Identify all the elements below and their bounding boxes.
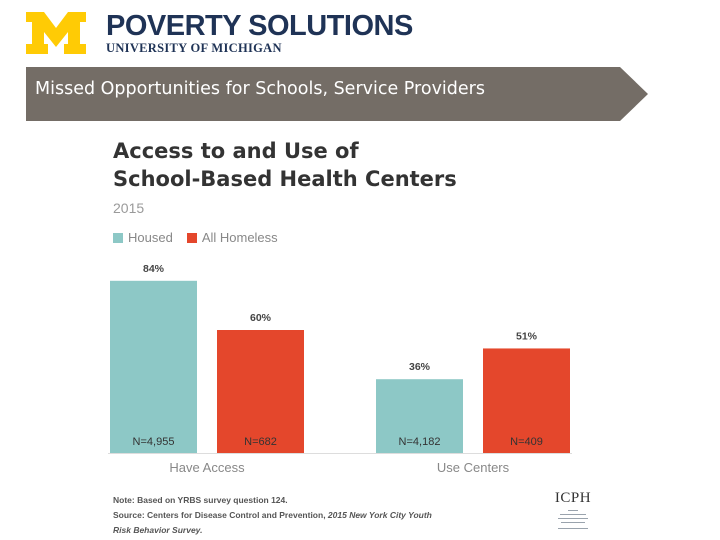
legend-item-all-homeless: All Homeless	[186, 230, 278, 245]
chart-legend: Housed All Homeless	[113, 230, 278, 245]
note-line: Note: Based on YRBS survey question 124.	[113, 495, 288, 505]
value-label-housed-have-access: 84%	[143, 263, 165, 275]
slide-banner	[26, 67, 648, 121]
legend-label-housed: Housed	[128, 230, 173, 245]
banner-arrow-shape	[26, 67, 648, 121]
chart-subtitle: 2015	[113, 200, 145, 216]
source-line: Source: Centers for Disease Control and …	[113, 508, 432, 523]
source-line-2: Risk Behavior Survey.	[113, 523, 432, 538]
source-title-part-1: 2015 New York City Youth	[327, 510, 432, 520]
bar-housed-have-access	[110, 280, 197, 453]
value-label-all-homeless-use-centers: 51%	[516, 330, 538, 342]
chart-title: Access to and Use of School-Based Health…	[113, 137, 457, 193]
chart-notes: Note: Based on YRBS survey question 124.…	[113, 493, 432, 538]
icph-logo-fine-print	[552, 510, 594, 529]
n-label-all-homeless-use-centers: N=409	[510, 436, 543, 448]
value-label-all-homeless-have-access: 60%	[250, 312, 272, 324]
bar-all-homeless-use-centers	[483, 348, 570, 453]
n-label-housed-have-access: N=4,955	[133, 436, 175, 448]
chart-title-line-2: School-Based Health Centers	[113, 167, 457, 191]
michigan-block-m-logo	[26, 12, 86, 54]
n-label-housed-use-centers: N=4,182	[399, 436, 441, 448]
icph-logo: ICPH	[552, 490, 594, 529]
logo-title: POVERTY SOLUTIONS	[106, 10, 413, 42]
bar-housed-use-centers	[376, 379, 463, 453]
legend-swatch-all-homeless	[186, 232, 197, 243]
source-title-part-2: Risk Behavior Survey.	[113, 525, 203, 535]
category-label-have-access: Have Access	[169, 460, 245, 475]
legend-swatch-housed	[113, 232, 123, 243]
banner-title: Missed Opportunities for Schools, Servic…	[35, 79, 485, 99]
category-label-use-centers: Use Centers	[437, 460, 510, 475]
logo-subtitle: UNIVERSITY OF MICHIGAN	[106, 41, 282, 55]
legend-label-all-homeless: All Homeless	[201, 230, 278, 245]
source-prefix: Source: Centers for Disease Control and …	[113, 510, 328, 520]
icph-logo-title: ICPH	[554, 490, 592, 506]
chart-title-line-1: Access to and Use of	[113, 139, 359, 163]
legend-item-housed: Housed	[113, 230, 173, 245]
bar-all-homeless-have-access	[217, 330, 304, 453]
n-label-all-homeless-have-access: N=682	[244, 436, 277, 448]
block-m-shape	[26, 12, 86, 54]
value-label-housed-use-centers: 36%	[409, 361, 431, 373]
